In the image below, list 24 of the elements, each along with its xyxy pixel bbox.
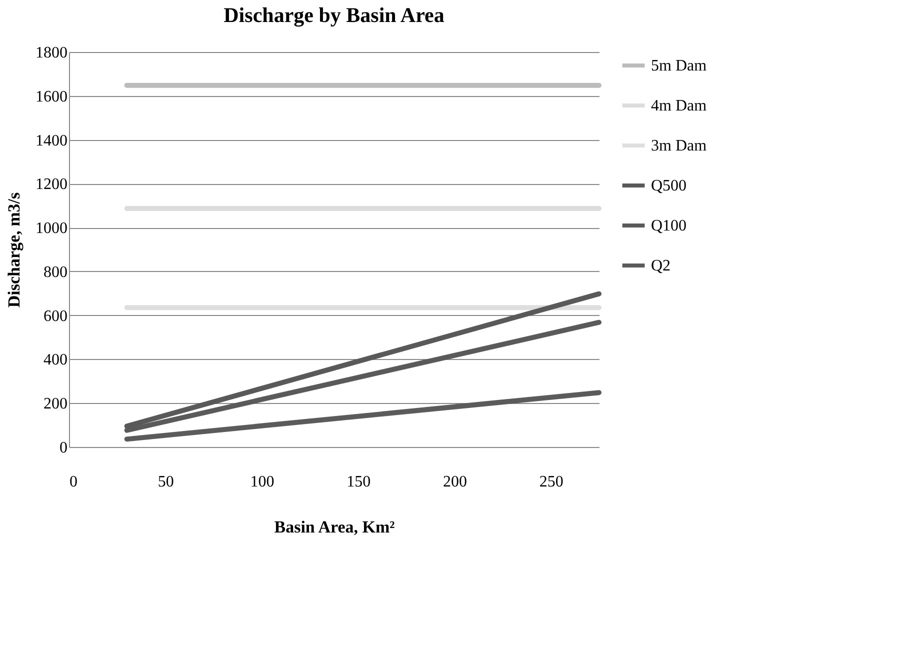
y-tick-label: 800 bbox=[44, 264, 68, 281]
y-tick-label: 600 bbox=[44, 308, 68, 325]
legend-label: 4m Dam bbox=[651, 98, 708, 114]
x-tick-label: 50 bbox=[158, 474, 174, 490]
legend-label: Q2 bbox=[651, 258, 671, 274]
chart-title: Discharge by Basin Area bbox=[224, 3, 445, 27]
x-axis-title: Basin Area, Km² bbox=[274, 518, 395, 536]
x-tick-label: 250 bbox=[539, 474, 564, 490]
y-tick-label: 1200 bbox=[36, 176, 68, 194]
legend-label: 3m Dam bbox=[651, 138, 708, 154]
y-tick-label: 200 bbox=[44, 396, 68, 413]
y-tick-label: 1400 bbox=[36, 132, 68, 150]
x-tick-label: 200 bbox=[442, 474, 467, 490]
y-tick-label: 1000 bbox=[36, 220, 68, 238]
legend-label: Q100 bbox=[651, 218, 687, 234]
y-tick-label: 400 bbox=[44, 352, 68, 369]
y-tick-label: 1800 bbox=[36, 44, 68, 62]
y-axis-title: Discharge, m3/s bbox=[4, 192, 24, 308]
x-tick-label: 150 bbox=[346, 474, 371, 490]
x-tick-label: 100 bbox=[250, 474, 274, 490]
y-tick-label: 0 bbox=[60, 440, 68, 456]
legend-label: Q500 bbox=[651, 178, 687, 194]
y-tick-label: 1600 bbox=[36, 88, 68, 106]
legend-label: 5m Dam bbox=[651, 58, 708, 74]
